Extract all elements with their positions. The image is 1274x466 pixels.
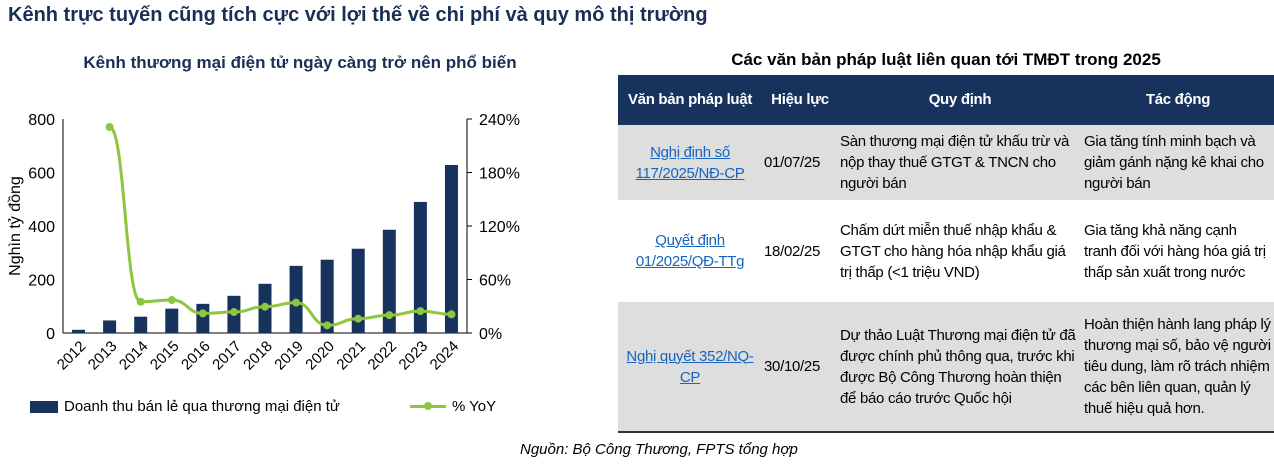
regulations-table: Văn bản pháp luật Hiệu lực Quy định Tác … bbox=[618, 75, 1274, 433]
y2-tick-label: 240% bbox=[479, 112, 520, 129]
x-tick-label: 2023 bbox=[396, 338, 432, 374]
legend-line-swatch bbox=[409, 402, 446, 410]
yoy-point bbox=[323, 321, 332, 330]
bar bbox=[320, 259, 334, 333]
bar bbox=[103, 320, 117, 333]
table-row: Nghị quyết 352/NQ-CP 30/10/25 Dự thảo Lu… bbox=[618, 302, 1274, 432]
y-tick-label: 800 bbox=[28, 112, 55, 129]
y2-tick-label: 120% bbox=[479, 219, 520, 236]
bar bbox=[413, 201, 427, 333]
yoy-point bbox=[354, 314, 363, 323]
x-tick-label: 2015 bbox=[147, 338, 183, 374]
regulation-cell: Chấm dứt miễn thuế nhập khẩu & GTGT cho … bbox=[840, 221, 1066, 281]
impact-cell: Gia tăng tính minh bạch và giảm gánh nặn… bbox=[1082, 125, 1274, 200]
y-tick-label: 400 bbox=[28, 219, 55, 236]
source-note: Nguồn: Bộ Công Thương, FPTS tổng hợp bbox=[520, 441, 798, 458]
y2-tick-label: 0% bbox=[479, 326, 502, 343]
yoy-line bbox=[108, 125, 452, 327]
regulation-cell: Sàn thương mại điện tử khấu trừ và nộp t… bbox=[838, 125, 1082, 200]
effective-date: 30/10/25 bbox=[762, 302, 838, 432]
legend-line-label: % YoY bbox=[451, 398, 497, 415]
yoy-point bbox=[447, 310, 456, 319]
impact-cell: Hoàn thiện hành lang pháp lý thương mại … bbox=[1082, 302, 1274, 432]
page-title: Kênh trực tuyến cũng tích cực với lợi th… bbox=[8, 4, 708, 26]
combo-chart: 0 200 400 600 800 0% 60% 120% 180% 240% Nghìn tỷ đ… bbox=[7, 112, 520, 374]
yoy-point bbox=[292, 298, 301, 307]
table-row: Quyết định 01/2025/QĐ-TTg 18/02/25 Chấm … bbox=[618, 200, 1274, 302]
table-header: Văn bản pháp luật Hiệu lực Quy định Tác … bbox=[618, 75, 1274, 125]
effective-date: 18/02/25 bbox=[764, 242, 820, 260]
x-tick-label: 2014 bbox=[116, 338, 152, 374]
header-cell: Văn bản pháp luật bbox=[618, 75, 762, 125]
x-tick-label: 2019 bbox=[271, 338, 307, 374]
legend-bar-label: Doanh thu bán lẻ qua thương mại điện tử bbox=[64, 398, 340, 415]
bar bbox=[382, 229, 396, 333]
y-axis-title: Nghìn tỷ đồng bbox=[7, 176, 24, 276]
x-tick-label: 2018 bbox=[240, 338, 276, 374]
table-title: Các văn bản pháp luật liên quan tới TMĐT… bbox=[731, 50, 1161, 69]
x-tick-label: 2012 bbox=[54, 338, 90, 374]
table-row: Nghị định số 117/2025/NĐ-CP 01/07/25 Sàn… bbox=[618, 125, 1274, 200]
chart-title: Kênh thương mại điện tử ngày càng trở nê… bbox=[83, 53, 517, 72]
impact-cell: Gia tăng khả năng cạnh tranh đối với hàn… bbox=[1084, 221, 1266, 281]
yoy-point bbox=[105, 123, 114, 132]
y-tick-label: 600 bbox=[28, 166, 55, 183]
document-link[interactable]: Nghị định số 117/2025/NĐ-CP bbox=[635, 143, 745, 182]
effective-date: 01/07/25 bbox=[762, 125, 838, 200]
regulation-cell: Dự thảo Luật Thương mại điện tử đã được … bbox=[838, 302, 1082, 432]
bar bbox=[444, 165, 458, 333]
header-cell: Tác động bbox=[1082, 75, 1274, 125]
header-cell: Quy định bbox=[838, 75, 1082, 125]
bar bbox=[134, 316, 148, 333]
x-tick-label: 2016 bbox=[178, 338, 214, 374]
yoy-point bbox=[261, 302, 269, 311]
bar bbox=[196, 303, 210, 333]
yoy-point bbox=[385, 311, 394, 320]
bar bbox=[72, 329, 86, 333]
y2-tick-label: 60% bbox=[479, 273, 511, 290]
legend: Doanh thu bán lẻ qua thương mại điện tử … bbox=[30, 398, 496, 415]
legend-bar-swatch bbox=[30, 400, 58, 413]
yoy-point bbox=[416, 307, 425, 316]
y2-tick-label: 180% bbox=[479, 166, 520, 183]
bar bbox=[165, 308, 179, 333]
x-tick-label: 2022 bbox=[365, 338, 401, 374]
y-tick-label: 0 bbox=[46, 326, 55, 343]
document-link[interactable]: Quyết định 01/2025/QĐ-TTg bbox=[635, 232, 745, 270]
yoy-point bbox=[198, 309, 207, 318]
bar bbox=[351, 248, 365, 333]
x-tick-label: 2024 bbox=[427, 338, 463, 374]
yoy-point bbox=[136, 297, 145, 306]
yoy-point bbox=[167, 296, 176, 305]
x-tick-label: 2020 bbox=[302, 338, 338, 374]
header-cell: Hiệu lực bbox=[762, 75, 838, 125]
y-tick-label: 200 bbox=[28, 273, 55, 290]
x-tick-label: 2013 bbox=[85, 338, 121, 374]
x-tick-label: 2017 bbox=[209, 338, 245, 374]
yoy-point bbox=[229, 308, 238, 317]
document-link[interactable]: Nghị quyết 352/NQ-CP bbox=[626, 347, 754, 386]
x-tick-label: 2021 bbox=[333, 338, 369, 374]
